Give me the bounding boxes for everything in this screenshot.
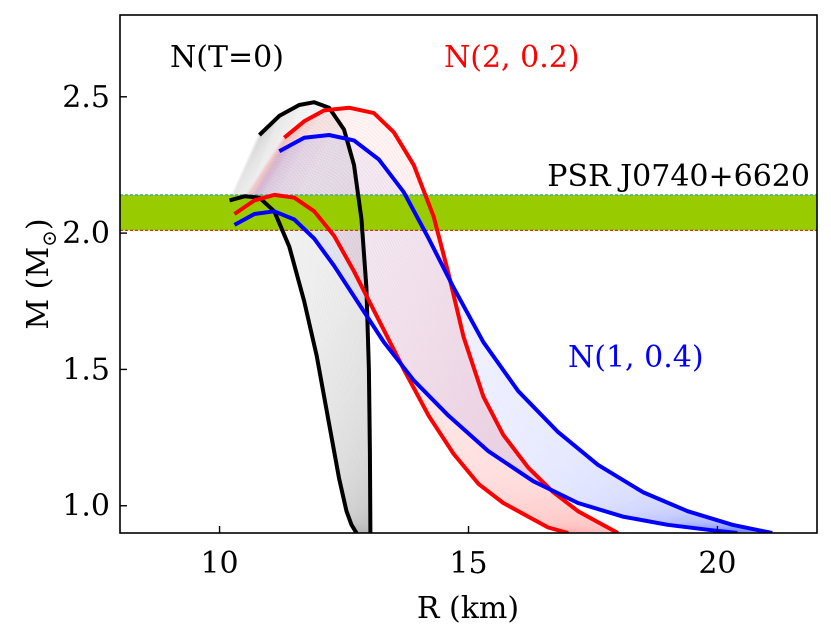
psr-band-label: PSR J0740+6620 bbox=[547, 159, 810, 194]
y-tick-label: 2.5 bbox=[62, 80, 110, 115]
ensemble-curve-t0 bbox=[241, 158, 365, 533]
y-axis-label: M (M⊙) bbox=[21, 218, 61, 329]
ensemble-curve-t0 bbox=[246, 141, 367, 533]
ensemble-curve-t0 bbox=[237, 169, 363, 533]
ensemble-curve-n1 bbox=[271, 144, 768, 533]
ensemble-curve-n2 bbox=[250, 163, 587, 533]
ensemble-curve-t0 bbox=[247, 136, 368, 533]
ensemble-curve-n1 bbox=[270, 146, 767, 533]
ensemble-curve-t0 bbox=[249, 132, 369, 533]
x-tick-label: 20 bbox=[698, 546, 736, 581]
ensemble-curve-t0 bbox=[236, 173, 362, 533]
ensemble-curve-t0 bbox=[255, 108, 372, 533]
ensemble-curve-n2 bbox=[273, 123, 609, 533]
ensemble-curve-n1 bbox=[273, 140, 770, 533]
ensemble-curve-n2 bbox=[254, 156, 590, 533]
series-line-3 bbox=[233, 192, 569, 533]
ensemble-curve-t0 bbox=[244, 146, 367, 533]
ensemble-curve-n1 bbox=[263, 158, 762, 533]
ensemble-curve-t0 bbox=[239, 162, 364, 533]
ensemble-curve-n1 bbox=[239, 201, 742, 533]
y-tick-label: 1.5 bbox=[62, 352, 110, 387]
annotation-n-t0: N(T=0) bbox=[170, 40, 284, 75]
ensemble-curve-t0 bbox=[247, 139, 368, 533]
ensemble-curve-n1 bbox=[266, 154, 763, 533]
series-line-5 bbox=[233, 209, 738, 533]
x-axis-label: R (km) bbox=[417, 591, 519, 626]
ensemble-curve-t0 bbox=[242, 153, 366, 533]
ensemble-curve-t0 bbox=[239, 165, 364, 533]
ensemble-curve-n2 bbox=[266, 134, 603, 533]
ensemble-curve-n2 bbox=[259, 148, 595, 533]
ensemble-curve-n2 bbox=[279, 112, 616, 533]
ensemble-curve-n2 bbox=[270, 128, 607, 533]
ensemble-curve-n2 bbox=[243, 176, 579, 533]
ensemble-curve-n2 bbox=[256, 152, 593, 533]
y-axis-label-main: M (M bbox=[21, 247, 56, 330]
ensemble-curve-n1 bbox=[238, 203, 742, 533]
ensemble-curve-n2 bbox=[240, 180, 577, 533]
y-tick-label: 2.0 bbox=[62, 216, 110, 251]
ensemble-curve-n2 bbox=[248, 167, 584, 533]
ensemble-curve-n2 bbox=[258, 150, 594, 533]
ensemble-curve-n2 bbox=[249, 165, 585, 533]
ensemble-curve-t0 bbox=[240, 160, 365, 533]
axis-ticks: 10 15 20 1.0 1.5 2.0 2.5 bbox=[62, 80, 736, 581]
ensemble-curve-n1 bbox=[264, 156, 763, 533]
y-axis-label-sun-symbol: ⊙ bbox=[37, 230, 61, 247]
ensemble-curve-t0 bbox=[252, 121, 370, 533]
ensemble-curve-n2 bbox=[247, 169, 583, 533]
ensemble-curve-n1 bbox=[269, 148, 766, 533]
ensemble-curve-n1 bbox=[275, 139, 770, 533]
ensemble-curve-n2 bbox=[260, 146, 597, 533]
x-tick-label: 10 bbox=[200, 546, 238, 581]
series-line-0 bbox=[258, 100, 373, 533]
ensemble-curve-n2 bbox=[253, 159, 589, 533]
ensemble-curve-t0 bbox=[244, 148, 366, 533]
ensemble-curve-n1 bbox=[272, 142, 769, 533]
ensemble-curve-n1 bbox=[268, 150, 765, 533]
ensemble-curve-t0 bbox=[251, 124, 370, 533]
ensemble-curve-t0 bbox=[253, 116, 371, 533]
ensemble-curve-n1 bbox=[242, 195, 745, 533]
ensemble-curve-t0 bbox=[248, 134, 368, 533]
ensemble-curve-n2 bbox=[255, 154, 592, 533]
ensemble-curve-n2 bbox=[261, 144, 598, 533]
ensemble-curve-n2 bbox=[271, 126, 608, 533]
psr-band-layer bbox=[120, 194, 817, 232]
ensemble-curve-n2 bbox=[244, 174, 580, 533]
ensemble-curve-n1 bbox=[240, 199, 743, 533]
y-tick-label: 1.0 bbox=[62, 489, 110, 524]
annotation-n-1-0.4: N(1, 0.4) bbox=[568, 340, 704, 375]
ensemble-curve-n2 bbox=[252, 161, 588, 533]
ensemble-curve-t0 bbox=[236, 171, 363, 533]
ensemble-curve-t0 bbox=[241, 156, 365, 533]
ensemble-curve-t0 bbox=[238, 167, 363, 533]
ensemble-curve-n2 bbox=[245, 172, 582, 533]
bound-curves bbox=[228, 100, 773, 533]
ensemble-curve-n1 bbox=[267, 152, 764, 533]
ensemble-curve-n2 bbox=[263, 141, 599, 533]
ensemble-curve-t0 bbox=[243, 151, 366, 533]
ensemble-curve-n2 bbox=[242, 178, 578, 533]
ensemble-curve-t0 bbox=[252, 119, 370, 533]
ensemble-curve-n2 bbox=[280, 110, 617, 533]
series-line-4 bbox=[278, 133, 773, 533]
x-tick-label: 15 bbox=[449, 546, 487, 581]
series-line-1 bbox=[228, 194, 359, 533]
psr-band bbox=[120, 194, 817, 231]
annotation-n-2-0.2: N(2, 0.2) bbox=[444, 40, 580, 75]
ensemble-curve-t0 bbox=[245, 144, 367, 533]
y-axis-label-close: ) bbox=[21, 218, 56, 230]
